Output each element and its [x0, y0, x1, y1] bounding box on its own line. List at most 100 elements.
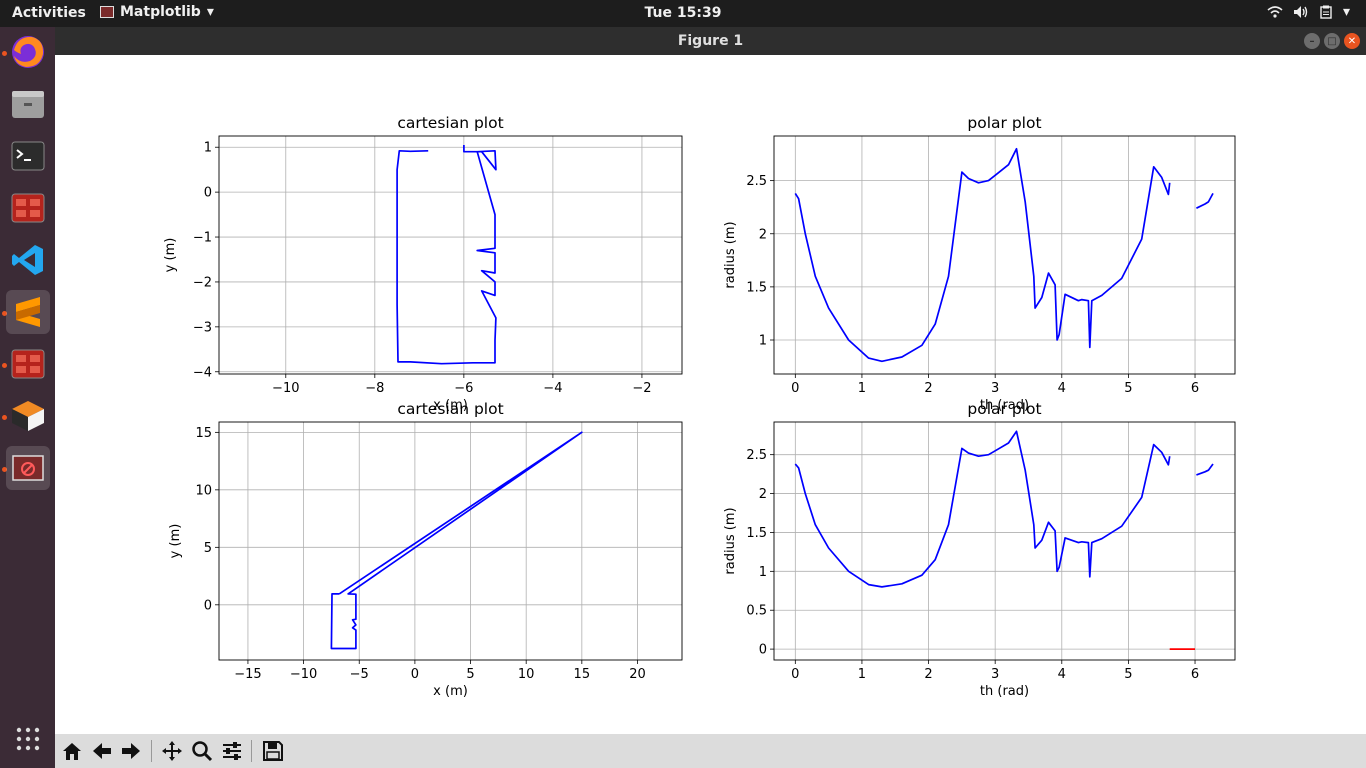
app-menu[interactable]: Matplotlib ▾: [100, 4, 214, 20]
app-menu-label: Matplotlib: [120, 4, 201, 20]
chart-title: polar plot: [967, 400, 1041, 418]
forward-icon[interactable]: [118, 738, 144, 764]
wifi-icon: [1267, 6, 1283, 18]
zoom-icon[interactable]: [189, 738, 215, 764]
x-tick-label: 1: [858, 667, 866, 682]
series-line-1: [794, 430, 1171, 588]
axes-frame: [773, 421, 1236, 661]
terminal-icon[interactable]: [6, 134, 50, 178]
toolbar-separator: [251, 740, 252, 762]
top-bar: Activities Matplotlib ▾ Tue 15:39 ▾: [0, 0, 1366, 27]
x-tick-label: −5: [350, 667, 369, 682]
clipboard-icon: [1320, 5, 1332, 19]
activities-button[interactable]: Activities: [12, 5, 86, 21]
firefox-icon[interactable]: [6, 30, 50, 74]
x-tick-label: 5: [466, 667, 474, 682]
y-axis-label: y (m): [163, 238, 178, 273]
running-indicator: [2, 311, 7, 316]
x-tick-label: 15: [574, 667, 591, 682]
x-tick-label: 0: [411, 667, 419, 682]
x-tick-label: −6: [454, 381, 473, 396]
x-tick-label: 3: [991, 667, 999, 682]
chart-title: polar plot: [967, 114, 1041, 132]
y-tick-label: 2.5: [746, 174, 767, 189]
apps-grid-icon[interactable]: [6, 717, 50, 761]
x-tick-label: 2: [924, 381, 932, 396]
y-tick-label: 2: [759, 227, 767, 242]
configure-icon[interactable]: [219, 738, 245, 764]
chart-1: −10 −8 −6 −4 −2 1 0 −1 −2 −3 −4 cartesian plot x (m)…: [163, 114, 683, 413]
x-tick-label: 3: [991, 381, 999, 396]
y-axis-label: radius (m): [723, 507, 738, 574]
y-tick-label: −4: [193, 365, 212, 380]
chevron-down-icon: ▾: [1342, 4, 1350, 20]
y-tick-label: 10: [195, 483, 212, 498]
sublime-icon[interactable]: [6, 290, 50, 334]
running-indicator: [2, 51, 7, 56]
y-tick-label: 1: [759, 334, 767, 349]
back-icon[interactable]: [89, 738, 115, 764]
box-icon[interactable]: [6, 394, 50, 438]
x-tick-label: −2: [632, 381, 651, 396]
toolbar-separator: [151, 740, 152, 762]
x-tick-label: −4: [543, 381, 562, 396]
y-axis-label: y (m): [168, 524, 183, 559]
x-axis-label: x (m): [433, 684, 468, 699]
y-tick-label: 1.5: [746, 280, 767, 295]
y-tick-label: 1: [204, 141, 212, 156]
chevron-down-icon: ▾: [206, 4, 214, 20]
x-tick-label: 6: [1191, 381, 1199, 396]
app-icon-2[interactable]: [6, 342, 50, 386]
y-tick-label: 0: [759, 643, 767, 658]
series-line-2: [1196, 192, 1214, 209]
system-tray[interactable]: ▾: [1267, 4, 1350, 20]
running-indicator: [2, 415, 7, 420]
minimize-icon[interactable]: –: [1304, 33, 1320, 49]
x-tick-label: −10: [272, 381, 299, 396]
axes-frame: [218, 135, 683, 375]
maximize-icon[interactable]: □: [1324, 33, 1340, 49]
x-tick-label: 2: [924, 667, 932, 682]
y-tick-label: 15: [195, 426, 212, 441]
matplotlib-icon[interactable]: [6, 446, 50, 490]
x-tick-label: 5: [1124, 667, 1132, 682]
chart-title: cartesian plot: [397, 114, 503, 132]
navigation-toolbar: [55, 734, 1366, 768]
vscode-icon[interactable]: [6, 238, 50, 282]
running-indicator: [2, 363, 7, 368]
y-tick-label: 0: [204, 598, 212, 613]
chart-title: cartesian plot: [397, 400, 503, 418]
matplotlib-window-icon: [100, 6, 114, 18]
home-icon[interactable]: [59, 738, 85, 764]
y-tick-label: 0: [204, 186, 212, 201]
files-icon[interactable]: [6, 82, 50, 126]
window-title-bar[interactable]: Figure 1 – □ ✕: [55, 27, 1366, 55]
chart-2: 0 1 2 3 4 5 6 1 1.5 2 2.5 polar plot th (rad) radius …: [723, 114, 1236, 413]
save-icon[interactable]: [260, 738, 286, 764]
series-line-1: [794, 147, 1171, 363]
y-tick-label: −2: [193, 275, 212, 290]
x-tick-label: −8: [365, 381, 384, 396]
pan-icon[interactable]: [159, 738, 185, 764]
y-tick-label: −3: [193, 320, 212, 335]
app-icon[interactable]: [6, 186, 50, 230]
y-tick-label: 2: [759, 487, 767, 502]
x-tick-label: 10: [518, 667, 535, 682]
y-tick-label: 1: [759, 565, 767, 580]
x-tick-label: 0: [791, 667, 799, 682]
x-tick-label: 1: [858, 381, 866, 396]
y-tick-label: 5: [204, 541, 212, 556]
y-tick-label: −1: [193, 231, 212, 246]
close-icon[interactable]: ✕: [1344, 33, 1360, 49]
axes-frame: [773, 135, 1236, 375]
x-tick-label: 4: [1058, 667, 1066, 682]
series-line-1: [330, 431, 583, 650]
x-tick-label: −15: [234, 667, 261, 682]
x-tick-label: 4: [1058, 381, 1066, 396]
y-tick-label: 1.5: [746, 526, 767, 541]
dock: [0, 27, 55, 768]
figure-canvas[interactable]: −10 −8 −6 −4 −2 1 0 −1 −2 −3 −4 cartesian plot x (m)…: [55, 55, 1366, 734]
x-axis-label: th (rad): [980, 398, 1029, 413]
